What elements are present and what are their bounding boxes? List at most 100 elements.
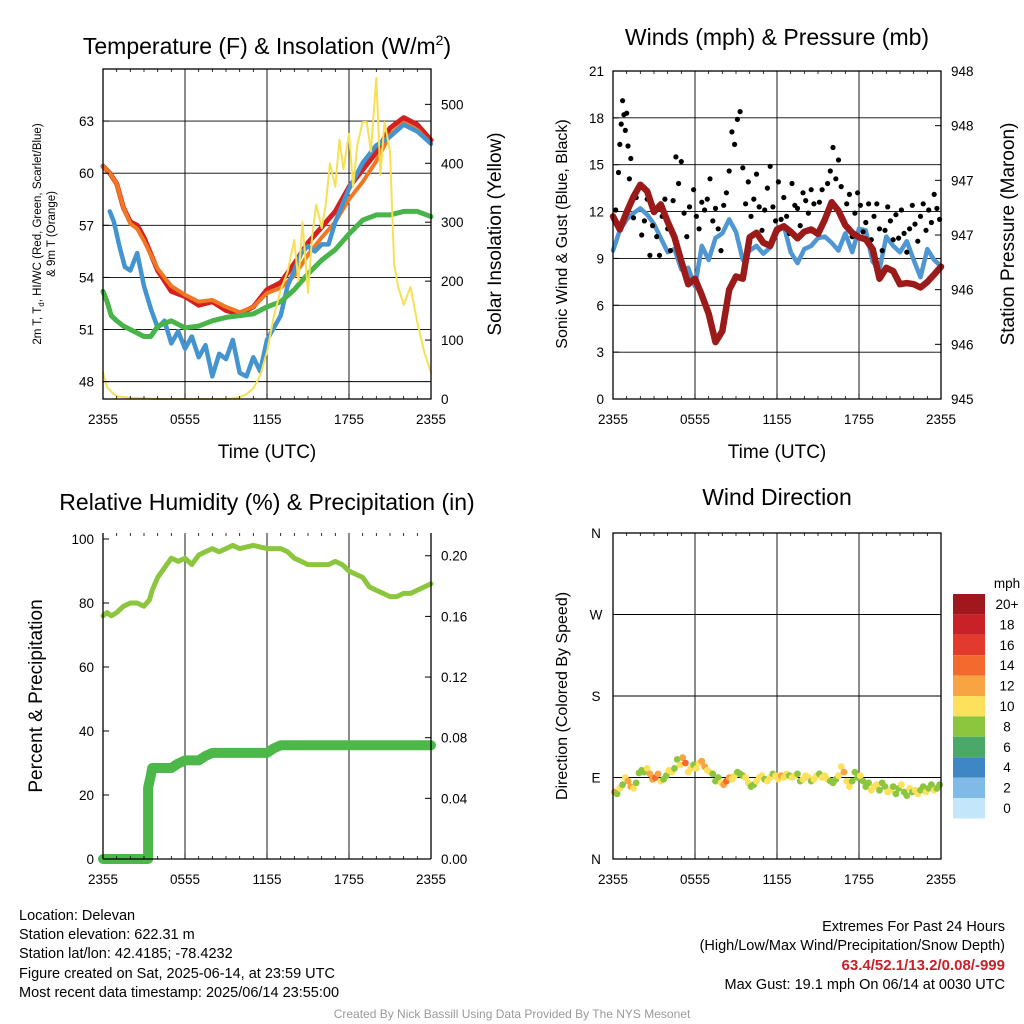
gust-point xyxy=(618,121,624,127)
y-tick-label-left: 57 xyxy=(79,218,94,233)
gust-point xyxy=(764,185,771,191)
x-tick-label: 0555 xyxy=(680,872,710,887)
y-tick-label-right: 0.00 xyxy=(441,852,467,867)
y-axis-label-left-line2: & 9m T (Orange) xyxy=(46,191,58,277)
gust-point xyxy=(797,223,803,229)
precipitation-line xyxy=(98,740,436,864)
direction-point xyxy=(742,774,749,781)
legend-label: 14 xyxy=(999,658,1015,673)
credit-text: Created By Nick Bassill Using Data Provi… xyxy=(333,1007,691,1021)
gust-point xyxy=(745,179,751,185)
gust-point xyxy=(838,184,844,190)
direction-point xyxy=(892,790,900,798)
y-tick-label-right: 0.20 xyxy=(441,549,467,564)
direction-point xyxy=(876,786,883,794)
gust-point xyxy=(681,210,687,216)
gust-point xyxy=(737,109,743,115)
direction-point xyxy=(682,759,689,767)
dewpoint-line xyxy=(100,208,434,339)
location-text: Location: Delevan xyxy=(19,908,136,924)
gust-point xyxy=(857,202,864,208)
direction-point xyxy=(898,781,905,789)
y-tick-label-left: 12 xyxy=(589,205,604,220)
gust-point xyxy=(816,199,823,205)
y-tick-label-right: 200 xyxy=(441,274,464,289)
gust-point xyxy=(670,198,676,204)
extremes-heading: Extremes For Past 24 Hours xyxy=(822,919,1005,935)
legend-swatch xyxy=(953,655,985,676)
gust-point xyxy=(676,180,682,187)
gust-point xyxy=(654,234,660,240)
y-tick-label-left: 9 xyxy=(596,251,604,266)
x-axis-label: Time (UTC) xyxy=(218,442,317,463)
y-tick-label-left: W xyxy=(590,608,603,623)
direction-point xyxy=(714,774,722,781)
gust-point xyxy=(662,196,668,202)
y-tick-label-right: 300 xyxy=(441,215,464,230)
gust-point xyxy=(624,110,630,116)
ylabel-part: , HI/WC (Red, Green, Scarlet/Blue) xyxy=(32,123,44,302)
direction-point xyxy=(619,781,626,789)
direction-point xyxy=(865,779,872,787)
y-axis-label-left: Sonic Wind & Gust (Blue, Black) xyxy=(554,119,571,348)
gust-point xyxy=(879,248,885,254)
created-text: Figure created on Sat, 2025-06-14, at 23… xyxy=(19,965,335,982)
legend-swatch xyxy=(953,614,985,635)
gust-point xyxy=(928,219,935,226)
x-tick-label: 1155 xyxy=(762,412,791,427)
x-tick-label: 2355 xyxy=(416,412,446,427)
direction-point xyxy=(903,792,911,799)
gust-point xyxy=(893,212,899,218)
temperature-panel: 2355 0555 1155 1755 2355 48 51 54 57 60 63 0 100 200 3… xyxy=(32,32,506,463)
x-tick-label: 0555 xyxy=(170,872,200,887)
y-tick-label-left: 60 xyxy=(79,166,94,181)
gust-point xyxy=(819,187,825,193)
direction-point xyxy=(881,783,889,790)
gust-point xyxy=(626,176,633,182)
direction-point xyxy=(857,772,864,780)
x-tick-label: 1755 xyxy=(844,412,874,427)
station-info: Location: Delevan Station elevation: 622… xyxy=(19,907,339,1003)
gust-point xyxy=(762,207,768,213)
gust-point xyxy=(721,202,727,208)
direction-point xyxy=(654,770,662,778)
gust-point xyxy=(887,218,894,224)
gust-point xyxy=(794,205,801,211)
y-tick-label-left: 18 xyxy=(589,111,604,126)
y-tick-label-right: 0 xyxy=(441,392,449,407)
y-tick-label-left: 15 xyxy=(589,158,604,173)
y-tick-label-left: 40 xyxy=(79,724,94,739)
gust-point xyxy=(726,168,732,174)
legend-label: 12 xyxy=(999,679,1014,694)
gust-point xyxy=(852,210,858,216)
station-pressure-line xyxy=(609,181,945,346)
grid-lines xyxy=(613,533,941,859)
direction-point xyxy=(843,777,851,785)
legend-swatch xyxy=(953,594,985,615)
y-tick-label-right: 100 xyxy=(441,333,464,348)
x-tick-label: 2355 xyxy=(598,412,628,427)
legend-swatch xyxy=(953,696,985,717)
gust-point xyxy=(650,223,656,229)
direction-point xyxy=(928,781,935,789)
y-tick-label-left: N xyxy=(591,852,601,867)
gust-point xyxy=(734,116,741,122)
y-tick-label-left: 0 xyxy=(596,392,604,407)
gust-point xyxy=(729,129,735,135)
x-tick-label: 2355 xyxy=(598,872,628,887)
x-tick-label: 1755 xyxy=(334,872,364,887)
x-tick-label: 1755 xyxy=(334,412,364,427)
direction-point xyxy=(919,783,927,790)
legend-label: 10 xyxy=(999,699,1014,714)
direction-point xyxy=(613,790,621,798)
gust-point xyxy=(615,169,622,176)
gust-point xyxy=(885,204,891,210)
gust-point xyxy=(778,216,784,222)
elevation-text: Station elevation: 622.31 m xyxy=(19,927,195,944)
legend-label: 0 xyxy=(1003,801,1011,816)
direction-point xyxy=(846,783,853,790)
gust-point xyxy=(656,252,663,258)
chart-title: Temperature (F) & Insolation (W/m2) xyxy=(83,32,451,59)
gust-point xyxy=(909,202,915,208)
chart-title: Wind Direction xyxy=(702,484,852,510)
